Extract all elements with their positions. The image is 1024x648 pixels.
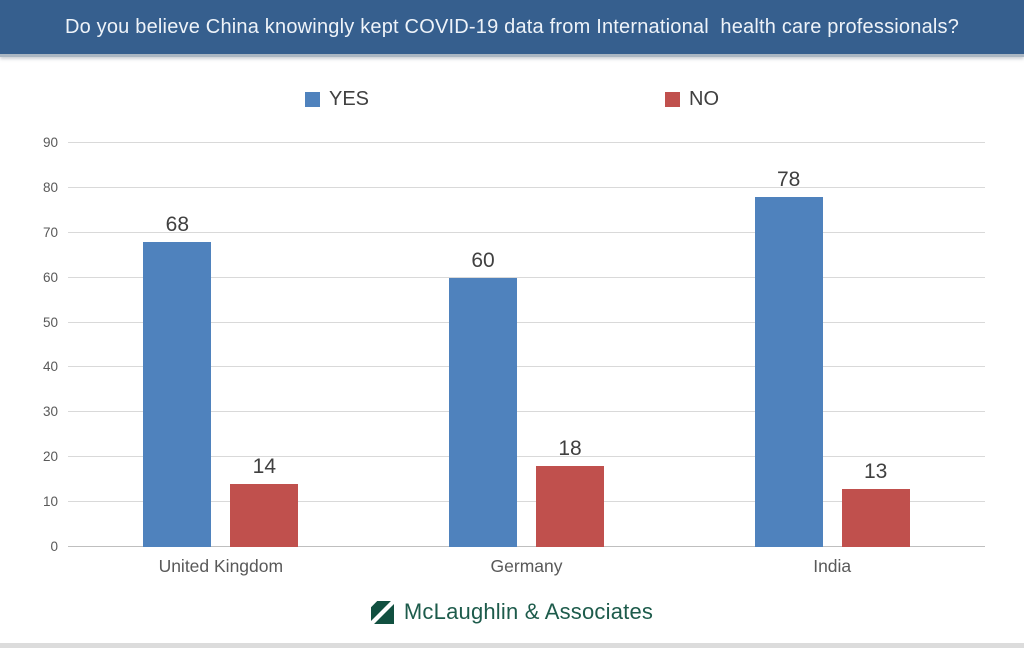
bar-value-label: 14 (252, 455, 276, 479)
gridline-10 (68, 501, 985, 503)
y-tick-10: 10 (42, 494, 58, 510)
gridline-60 (68, 276, 985, 278)
gridline-90 (68, 142, 985, 143)
category-label: United Kingdom (158, 556, 284, 576)
bar-value-label: 60 (471, 248, 495, 272)
x-axis-category-labels: United Kingdom Germany India (68, 556, 985, 577)
bar-group-germany: 60 18 (374, 143, 680, 547)
bar-group-india: 78 13 (679, 143, 985, 547)
bar-column: 60 (449, 143, 517, 547)
legend-swatch-yes (304, 92, 320, 107)
bar-no (841, 488, 910, 547)
category-label: Germany (490, 556, 563, 576)
y-tick-40: 40 (42, 359, 58, 375)
legend-label: NO (689, 88, 720, 110)
bar-value-label: 18 (558, 437, 582, 461)
chart-title-banner: Do you believe China knowingly kept COVI… (0, 0, 1024, 57)
bar-column: 18 (536, 143, 604, 547)
bar-column: 13 (841, 143, 910, 547)
bar-group-united-kingdom: 68 14 (68, 143, 374, 547)
y-tick-20: 20 (42, 449, 58, 465)
bar-yes (754, 196, 823, 547)
gridline-0 (68, 546, 985, 547)
category-label: India (813, 556, 852, 576)
chart-legend: YES NO (0, 88, 1024, 111)
mclaughlin-logo-icon (370, 600, 394, 624)
bar-yes (449, 277, 517, 547)
bar-no (230, 484, 299, 547)
legend-item-yes: YES (304, 88, 370, 111)
bar-value-label: 13 (863, 459, 888, 483)
chart-title: Do you believe China knowingly kept COVI… (64, 15, 960, 38)
bar-column: 78 (754, 143, 823, 547)
bar-column: 68 (143, 143, 212, 547)
y-tick-80: 80 (42, 179, 58, 195)
bar-column: 14 (230, 143, 299, 547)
plot-area: 68 14 60 18 78 13 (68, 142, 985, 547)
bar-no (536, 466, 604, 547)
gridline-40 (68, 366, 985, 368)
y-tick-0: 0 (50, 539, 58, 554)
y-axis: 0 10 20 30 40 50 60 70 80 90 (0, 135, 58, 554)
gridline-30 (68, 411, 985, 413)
legend-label: YES (328, 88, 370, 110)
y-tick-30: 30 (42, 404, 58, 420)
legend-item-no: NO (665, 88, 719, 111)
bottom-shadow-strip (0, 643, 1024, 648)
bar-value-label: 68 (165, 212, 189, 236)
bars-layer: 68 14 60 18 78 13 (68, 143, 985, 547)
y-tick-70: 70 (42, 224, 58, 240)
gridline-80 (68, 186, 985, 188)
y-tick-90: 90 (42, 135, 58, 150)
bar-value-label: 78 (776, 167, 801, 191)
brand-name: McLaughlin & Associates (403, 599, 654, 624)
legend-swatch-no (665, 92, 681, 107)
bar-yes (143, 241, 212, 547)
gridline-70 (68, 231, 985, 233)
gridline-20 (68, 456, 985, 458)
brand-footer: McLaughlin & Associates (0, 599, 1024, 625)
y-tick-50: 50 (42, 314, 58, 330)
gridline-50 (68, 321, 985, 323)
y-tick-60: 60 (42, 269, 58, 285)
